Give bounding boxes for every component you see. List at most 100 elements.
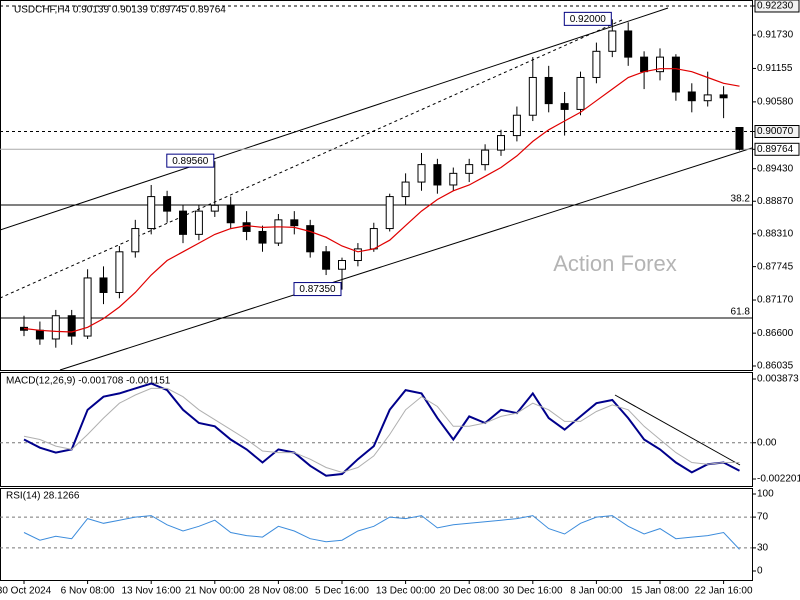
- candle-body: [369, 228, 378, 250]
- y-tick-label: 0.87170: [757, 295, 794, 306]
- channel-lower: [59, 147, 753, 371]
- rsi-title: RSI(14) 28.1266: [6, 491, 80, 502]
- candle-body: [115, 251, 124, 293]
- price-panel: [0, 0, 753, 371]
- x-tick-label: 30 Dec 16:00: [503, 586, 563, 597]
- y-tick-label: 0.90580: [757, 97, 794, 108]
- y-tick-label: 0.86600: [757, 328, 794, 339]
- candle-body: [544, 76, 553, 105]
- y-tick-label: -0.002201: [757, 474, 800, 485]
- y-tick-label: 0.89764: [757, 144, 794, 155]
- y-tick-label: 0.88310: [757, 228, 794, 239]
- fib-label: 38.2: [731, 194, 751, 205]
- annotation-label: 0.87350: [299, 284, 336, 295]
- x-tick-label: 13 Nov 16:00: [121, 586, 181, 597]
- annotation-box: [166, 153, 215, 168]
- candle-body: [338, 260, 346, 270]
- indicator-line: [23, 515, 740, 550]
- x-tick-label: 8 Jan 00:00: [570, 586, 623, 597]
- x-tick-label: 30 Oct 2024: [0, 586, 52, 597]
- candle-body: [322, 251, 331, 270]
- y-tick-label: 0.88870: [757, 196, 794, 207]
- candle-body: [99, 277, 108, 293]
- candle-body: [640, 56, 649, 73]
- indicator-line: [23, 387, 740, 473]
- candle-body: [353, 248, 362, 262]
- candle-body: [735, 126, 744, 150]
- y-tick-label: 0.91730: [757, 30, 794, 41]
- candle-body: [671, 56, 680, 93]
- y-tick-label: 0.87745: [757, 261, 794, 272]
- candle-body: [290, 219, 299, 227]
- candle-body: [608, 30, 617, 52]
- candle-body: [512, 114, 521, 137]
- candle-body: [210, 204, 219, 212]
- candle-body: [465, 164, 474, 174]
- candle-body: [274, 219, 283, 244]
- candle-body: [719, 94, 728, 99]
- annotation-box: [293, 282, 342, 297]
- indicator-line: [23, 382, 740, 477]
- candle-body: [560, 103, 569, 110]
- x-tick-label: 20 Dec 08:00: [439, 586, 499, 597]
- y-tick-label: 0.91155: [757, 63, 793, 74]
- y-tick-label: 0: [757, 566, 763, 577]
- y-tick-label: 0.90070: [757, 126, 794, 137]
- y-tick-label: 30: [757, 543, 769, 554]
- candle-body: [528, 76, 537, 116]
- y-tick-label: 70: [757, 512, 769, 523]
- candle-body: [258, 230, 267, 244]
- candle-body: [51, 315, 60, 340]
- macd-trendline: [614, 394, 741, 466]
- candle-body: [592, 50, 601, 78]
- candle-body: [433, 164, 442, 186]
- macd-title: MACD(12,26,9) -0.001708 -0.001151: [6, 376, 171, 387]
- candle-body: [67, 315, 76, 337]
- fib-label: 61.8: [731, 307, 751, 318]
- annotation-label: 0.92000: [570, 14, 607, 25]
- candle-body: [481, 149, 490, 166]
- y-tick-label: 0.003873: [757, 374, 799, 385]
- y-tick-label: 0.00: [757, 437, 777, 448]
- x-tick-label: 15 Jan 08:00: [631, 586, 689, 597]
- candle-body: [576, 76, 585, 110]
- candle-body: [226, 204, 235, 224]
- y-tick-label: 0.86035: [757, 361, 794, 372]
- candle-body: [624, 30, 633, 58]
- candle-body: [656, 56, 664, 73]
- candle-body: [147, 196, 156, 230]
- x-tick-label: 21 Nov 00:00: [185, 586, 245, 597]
- candle-body: [497, 135, 505, 151]
- candle-body: [401, 181, 410, 198]
- y-tick-label: 0.89430: [757, 163, 794, 174]
- macd-panel: [0, 372, 753, 487]
- rsi-panel: [0, 488, 753, 581]
- x-tick-label: 6 Nov 08:00: [61, 586, 115, 597]
- candle-body: [385, 196, 394, 230]
- candle-body: [131, 228, 140, 253]
- candle-body: [35, 329, 44, 340]
- candle-body: [449, 172, 458, 186]
- candle-body: [417, 164, 426, 183]
- candle-body: [163, 196, 172, 212]
- candle-body: [194, 210, 203, 235]
- candle-body: [242, 222, 251, 232]
- price-title: USDCHF,H4 0.90139 0.90139 0.89745 0.8976…: [14, 5, 226, 16]
- y-tick-label: 100: [757, 489, 774, 500]
- candle-body: [83, 277, 92, 337]
- candle-body: [703, 94, 712, 102]
- candle-body: [687, 91, 696, 102]
- annotation-label: 0.89560: [172, 156, 209, 167]
- x-tick-label: 5 Dec 16:00: [315, 586, 369, 597]
- annotation-box: [563, 11, 612, 26]
- candle-body: [306, 225, 315, 253]
- x-tick-label: 28 Nov 08:00: [249, 586, 309, 597]
- y-tick-label: 0.92230: [757, 1, 794, 12]
- candle-body: [179, 210, 187, 235]
- x-tick-label: 22 Jan 16:00: [695, 586, 753, 597]
- watermark: Action Forex: [553, 251, 677, 276]
- price-box: [754, 125, 800, 139]
- channel-upper: [0, 7, 669, 231]
